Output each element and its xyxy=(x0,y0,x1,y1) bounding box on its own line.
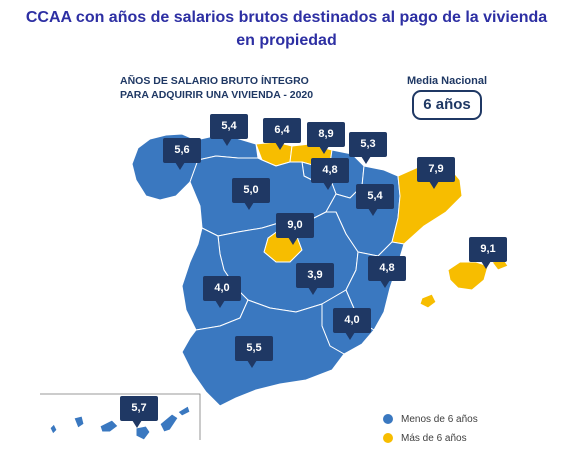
callout-valencia: 4,8 xyxy=(368,256,406,288)
subtitle-line-1: AÑOS DE SALARIO BRUTO ÍNTEGRO xyxy=(120,75,309,87)
legend-label-above: Más de 6 años xyxy=(401,433,467,444)
callout-murcia: 4,0 xyxy=(333,308,371,340)
callout-castilla-leon: 5,0 xyxy=(232,178,270,210)
callout-la-rioja: 4,8 xyxy=(311,158,349,190)
legend-item-below: Menos de 6 años xyxy=(383,414,478,425)
national-average-value: 6 años xyxy=(412,90,482,120)
subtitle-line-2: PARA ADQUIRIR UNA VIVIENDA - 2020 xyxy=(120,89,314,101)
region-canarias-3 xyxy=(99,419,119,433)
title-text: CCAA con años de salarios brutos destina… xyxy=(25,9,548,49)
legend-item-above: Más de 6 años xyxy=(383,433,467,444)
region-baleares-ibiza xyxy=(419,293,437,309)
region-canarias-5 xyxy=(159,413,179,433)
map-subtitle: AÑOS DE SALARIO BRUTO ÍNTEGRO PARA ADQUI… xyxy=(120,74,313,102)
callout-asturias: 5,4 xyxy=(210,114,248,146)
callout-cantabria: 6,4 xyxy=(263,118,301,150)
callout-pais-vasco: 8,9 xyxy=(307,122,345,154)
callout-navarra: 5,3 xyxy=(349,132,387,164)
legend-dot-above xyxy=(383,433,393,444)
region-canarias-4 xyxy=(135,425,151,441)
canarias-frame xyxy=(40,393,201,440)
callout-madrid: 9,0 xyxy=(276,213,314,245)
legend-dot-below xyxy=(383,414,393,425)
callout-aragon: 5,4 xyxy=(356,184,394,216)
callout-galicia: 5,6 xyxy=(163,138,201,170)
callout-andalucia: 5,5 xyxy=(235,336,273,368)
region-canarias-2 xyxy=(73,415,85,429)
region-baleares xyxy=(447,261,489,291)
callout-castilla-la-mancha: 3,9 xyxy=(296,263,334,295)
callout-extremadura: 4,0 xyxy=(203,276,241,308)
legend-label-below: Menos de 6 años xyxy=(401,414,478,425)
callout-baleares: 9,1 xyxy=(469,237,507,269)
callout-cataluna: 7,9 xyxy=(417,157,455,189)
region-canarias-6 xyxy=(177,405,191,417)
region-canarias-1 xyxy=(49,423,58,435)
callout-canarias: 5,7 xyxy=(120,396,158,428)
national-average-label: Media Nacional xyxy=(406,75,488,87)
page-title: CCAA con años de salarios brutos destina… xyxy=(20,6,553,52)
